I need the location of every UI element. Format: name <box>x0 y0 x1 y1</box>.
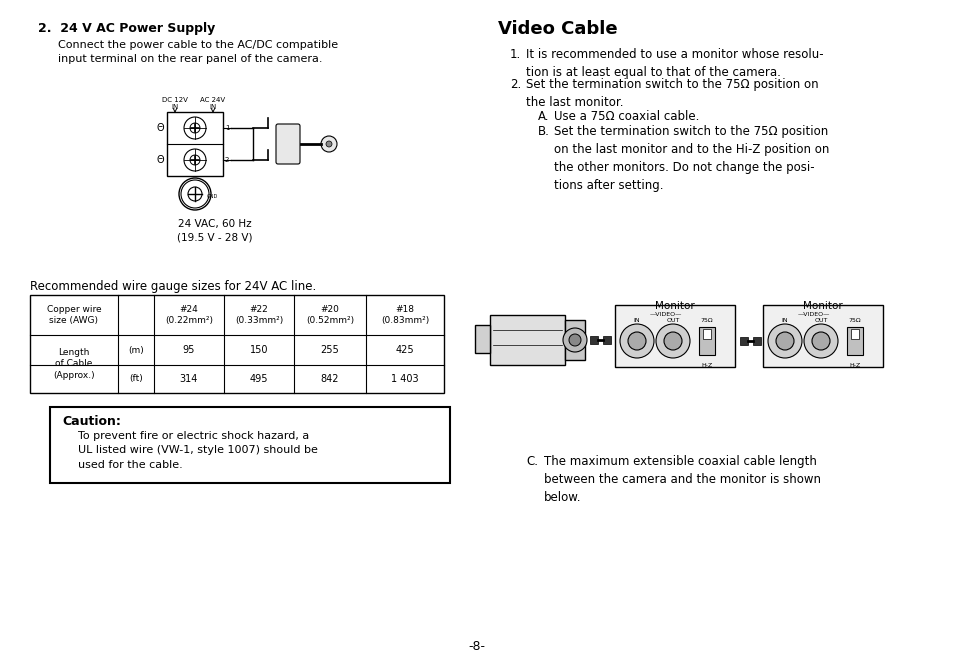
Text: C.: C. <box>525 455 537 468</box>
Bar <box>846 327 862 355</box>
Text: B.: B. <box>537 125 549 138</box>
Text: (m): (m) <box>128 346 144 355</box>
Circle shape <box>775 332 793 350</box>
Text: IN: IN <box>209 104 216 110</box>
Bar <box>490 315 564 365</box>
Bar <box>740 337 747 345</box>
Text: Θ: Θ <box>156 155 164 165</box>
Text: AC 24V: AC 24V <box>200 97 225 103</box>
Text: DC 12V: DC 12V <box>162 97 188 103</box>
Text: 1: 1 <box>225 125 230 131</box>
Text: Set the termination switch to the 75Ω position on
the last monitor.: Set the termination switch to the 75Ω po… <box>525 78 818 109</box>
Bar <box>850 329 858 339</box>
Bar <box>699 327 714 355</box>
Text: OUT: OUT <box>665 318 679 323</box>
FancyBboxPatch shape <box>275 124 299 164</box>
Text: —VIDEO—: —VIDEO— <box>649 312 680 317</box>
Text: 2: 2 <box>225 157 229 163</box>
Bar <box>50 407 450 483</box>
Text: (19.5 V - 28 V): (19.5 V - 28 V) <box>177 232 253 242</box>
Text: To prevent fire or electric shock hazard, a
UL listed wire (VW-1, style 1007) sh: To prevent fire or electric shock hazard… <box>78 431 317 470</box>
Text: OUT: OUT <box>814 318 827 323</box>
Text: H-Z: H-Z <box>700 363 712 368</box>
Text: It is recommended to use a monitor whose resolu-
tion is at least equal to that : It is recommended to use a monitor whose… <box>525 48 822 79</box>
Circle shape <box>190 123 200 133</box>
Circle shape <box>320 136 336 152</box>
Text: Monitor: Monitor <box>802 301 842 311</box>
Text: #20
(0.52mm²): #20 (0.52mm²) <box>306 305 354 325</box>
Circle shape <box>803 324 837 358</box>
Text: -8-: -8- <box>468 640 485 653</box>
Text: Monitor: Monitor <box>655 301 694 311</box>
Bar <box>615 305 734 367</box>
Circle shape <box>619 324 654 358</box>
Text: 842: 842 <box>320 374 339 384</box>
Bar <box>762 305 882 367</box>
Text: IN: IN <box>781 318 787 323</box>
Circle shape <box>326 141 332 147</box>
Text: 95: 95 <box>183 345 195 355</box>
Circle shape <box>811 332 829 350</box>
Text: 255: 255 <box>320 345 339 355</box>
Bar <box>30 295 443 393</box>
Text: #24
(0.22mm²): #24 (0.22mm²) <box>165 305 213 325</box>
Bar <box>475 325 490 353</box>
Text: 75Ω: 75Ω <box>700 318 713 323</box>
Text: #18
(0.83mm²): #18 (0.83mm²) <box>380 305 429 325</box>
Bar <box>589 336 598 344</box>
Text: Caution:: Caution: <box>62 415 121 428</box>
Text: IN: IN <box>633 318 639 323</box>
Text: 24 VAC, 60 Hz: 24 VAC, 60 Hz <box>178 219 252 229</box>
Text: A.: A. <box>537 110 549 123</box>
Text: 2.: 2. <box>510 78 520 91</box>
Text: —VIDEO—: —VIDEO— <box>797 312 829 317</box>
Circle shape <box>663 332 681 350</box>
Text: 2.  24 V AC Power Supply: 2. 24 V AC Power Supply <box>38 22 215 35</box>
Text: Use a 75Ω coaxial cable.: Use a 75Ω coaxial cable. <box>554 110 699 123</box>
Circle shape <box>767 324 801 358</box>
Text: 75Ω: 75Ω <box>848 318 861 323</box>
Circle shape <box>562 328 586 352</box>
Text: (ft): (ft) <box>129 374 143 384</box>
Circle shape <box>190 155 200 165</box>
Text: GND: GND <box>207 194 218 198</box>
Bar <box>752 337 760 345</box>
Circle shape <box>627 332 645 350</box>
Text: H-Z: H-Z <box>848 363 860 368</box>
Text: 314: 314 <box>179 374 198 384</box>
Circle shape <box>656 324 689 358</box>
Text: The maximum extensible coaxial cable length
between the camera and the monitor i: The maximum extensible coaxial cable len… <box>543 455 821 504</box>
Circle shape <box>568 334 580 346</box>
Bar <box>602 336 610 344</box>
Bar <box>702 329 710 339</box>
Bar <box>564 320 584 360</box>
Bar <box>167 112 223 176</box>
Text: 495: 495 <box>250 374 268 384</box>
Text: Set the termination switch to the 75Ω position
on the last monitor and to the Hi: Set the termination switch to the 75Ω po… <box>554 125 828 192</box>
Circle shape <box>179 178 211 210</box>
Text: Connect the power cable to the AC/DC compatible
input terminal on the rear panel: Connect the power cable to the AC/DC com… <box>58 40 337 64</box>
Text: #22
(0.33mm²): #22 (0.33mm²) <box>234 305 283 325</box>
Text: 1.: 1. <box>510 48 520 61</box>
Text: IN: IN <box>172 104 178 110</box>
Text: Θ: Θ <box>156 123 164 133</box>
Circle shape <box>184 149 206 171</box>
Text: Copper wire
size (AWG): Copper wire size (AWG) <box>47 305 101 325</box>
Text: 425: 425 <box>395 345 414 355</box>
Text: 1 403: 1 403 <box>391 374 418 384</box>
Text: Length
of Cable
(Approx.): Length of Cable (Approx.) <box>53 348 94 380</box>
Text: 150: 150 <box>250 345 268 355</box>
Circle shape <box>181 180 209 208</box>
Text: Recommended wire gauge sizes for 24V AC line.: Recommended wire gauge sizes for 24V AC … <box>30 280 315 293</box>
Circle shape <box>188 187 202 201</box>
Circle shape <box>184 117 206 139</box>
Text: Video Cable: Video Cable <box>497 20 617 38</box>
